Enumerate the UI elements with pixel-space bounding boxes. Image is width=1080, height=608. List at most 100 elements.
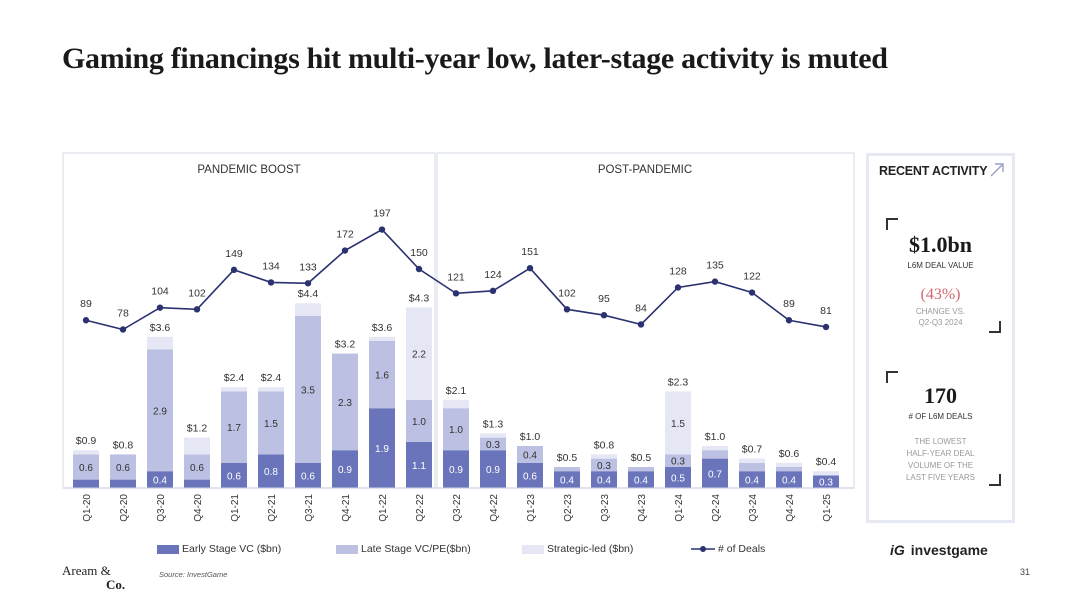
bar-strategic-Q3-22 bbox=[443, 399, 469, 409]
aream-logo-line2: Co. bbox=[106, 577, 126, 592]
bar-early-Q2-21 bbox=[258, 454, 284, 488]
x-tick-Q3-22: Q3-22 bbox=[452, 494, 463, 522]
deals-label-Q4-20: 102 bbox=[188, 287, 206, 299]
x-tick-Q1-21: Q1-21 bbox=[230, 494, 241, 522]
deals-point-Q3-24 bbox=[748, 289, 756, 296]
investgame-logo: iG investgame bbox=[890, 542, 988, 558]
bar-label-late-Q2-21: 1.5 bbox=[264, 419, 278, 430]
bar-label-early-Q4-24: 0.4 bbox=[782, 476, 796, 487]
bar-strategic-Q3-23 bbox=[591, 454, 617, 459]
bar-early-Q1-20 bbox=[73, 479, 99, 488]
page-number: 31 bbox=[1020, 567, 1031, 577]
deals-label-Q2-24: 135 bbox=[706, 260, 724, 272]
legend-late-stage: Late Stage VC/PE($bn) bbox=[336, 543, 471, 555]
deals-label-Q3-24: 122 bbox=[743, 271, 761, 283]
deals-label-Q1-23: 151 bbox=[521, 246, 539, 258]
bar-label-early-Q3-22: 0.9 bbox=[449, 465, 463, 476]
total-label-Q1-23: $1.0 bbox=[520, 431, 541, 443]
bar-label-late-Q4-22: 0.3 bbox=[486, 440, 500, 451]
deals-point-Q1-21 bbox=[230, 266, 238, 274]
x-tick-Q1-25: Q1-25 bbox=[822, 494, 833, 522]
bar-label-late-Q2-20: 0.6 bbox=[116, 463, 130, 474]
x-tick-Q1-24: Q1-24 bbox=[674, 494, 685, 522]
deals-label-Q4-24: 89 bbox=[783, 298, 795, 310]
bar-late-Q1-20 bbox=[73, 454, 99, 480]
bar-strategic-Q4-20 bbox=[184, 437, 210, 455]
total-label-Q1-21: $2.4 bbox=[224, 372, 245, 384]
deals-point-Q4-21 bbox=[341, 247, 349, 254]
deals-point-Q3-21 bbox=[304, 280, 312, 287]
deal-value-label: L6M DEAL VALUE bbox=[907, 261, 974, 270]
x-tick-Q1-22: Q1-22 bbox=[378, 494, 389, 522]
bar-late-Q1-21 bbox=[221, 391, 247, 463]
deals-point-Q3-20 bbox=[156, 304, 164, 311]
total-label-Q4-24: $0.6 bbox=[779, 448, 800, 460]
x-tick-Q2-23: Q2-23 bbox=[563, 494, 574, 522]
deals-label-Q1-20: 89 bbox=[80, 298, 92, 310]
bar-label-early-Q4-21: 0.9 bbox=[338, 465, 352, 476]
bar-early-Q4-22 bbox=[480, 450, 506, 488]
deals-label-Q2-22: 150 bbox=[410, 247, 428, 259]
bar-late-Q2-21 bbox=[258, 391, 284, 455]
bar-strategic-Q1-21 bbox=[221, 387, 247, 392]
bar-label-strategic-Q2-22: 2.2 bbox=[412, 350, 426, 361]
bar-label-late-Q3-20: 2.9 bbox=[153, 406, 167, 417]
bar-strategic-Q2-21 bbox=[258, 387, 284, 392]
panel-title: RECENT ACTIVITY bbox=[879, 164, 988, 178]
bar-late-Q1-22 bbox=[369, 341, 395, 409]
deals-label-Q2-20: 78 bbox=[117, 307, 129, 319]
deals-label-Q4-23: 84 bbox=[635, 302, 647, 314]
x-tick-Q2-21: Q2-21 bbox=[267, 494, 278, 522]
bar-late-Q4-23 bbox=[628, 467, 654, 472]
deals-label-Q3-21: 133 bbox=[299, 261, 317, 273]
x-tick-Q2-24: Q2-24 bbox=[711, 494, 722, 522]
bar-early-Q2-20 bbox=[110, 479, 136, 488]
x-tick-Q1-23: Q1-23 bbox=[526, 494, 537, 522]
total-label-Q4-20: $1.2 bbox=[187, 423, 208, 435]
deals-label-Q2-23: 102 bbox=[558, 287, 576, 299]
total-label-Q2-23: $0.5 bbox=[557, 452, 578, 464]
recent-activity-panel: RECENT ACTIVITY $1.0bn L6M DEAL VALUE (4… bbox=[866, 153, 1015, 523]
bar-late-Q4-22 bbox=[480, 437, 506, 451]
bar-label-late-Q1-23: 0.4 bbox=[523, 450, 537, 461]
bar-label-early-Q2-23: 0.4 bbox=[560, 476, 574, 487]
bar-label-strategic-Q1-24: 1.5 bbox=[671, 419, 685, 430]
bar-strategic-Q2-22 bbox=[406, 307, 432, 400]
total-label-Q3-21: $4.4 bbox=[298, 288, 319, 300]
bar-label-early-Q3-23: 0.4 bbox=[597, 476, 611, 487]
deals-point-Q1-20 bbox=[82, 317, 90, 324]
bar-label-early-Q1-21: 0.6 bbox=[227, 471, 241, 482]
bar-label-early-Q3-20: 0.4 bbox=[153, 476, 167, 487]
deals-point-Q3-23 bbox=[600, 312, 608, 319]
bar-strategic-Q3-20 bbox=[147, 336, 173, 350]
deal-value: $1.0bn bbox=[909, 232, 972, 257]
bracket-bottom-right-icon-2 bbox=[989, 474, 1001, 486]
x-tick-Q3-21: Q3-21 bbox=[304, 494, 315, 522]
bar-early-Q2-24 bbox=[702, 458, 728, 488]
deals-label-Q1-24: 128 bbox=[669, 265, 687, 277]
aream-logo-line1: Aream & bbox=[62, 563, 111, 578]
bar-late-Q2-23 bbox=[554, 467, 580, 472]
total-label-Q1-20: $0.9 bbox=[76, 435, 97, 447]
bar-label-early-Q4-22: 0.9 bbox=[486, 465, 500, 476]
bar-label-late-Q4-20: 0.6 bbox=[190, 463, 204, 474]
total-label-Q1-22: $3.6 bbox=[372, 322, 393, 334]
legend-swatch-late bbox=[336, 544, 358, 554]
note-line-2: HALF-YEAR DEAL bbox=[906, 449, 975, 458]
bar-early-Q2-23 bbox=[554, 471, 580, 488]
deal-count-label: # OF L6M DEALS bbox=[908, 412, 973, 421]
total-label-Q3-24: $0.7 bbox=[742, 444, 763, 456]
bar-label-early-Q1-25: 0.3 bbox=[819, 478, 833, 489]
note-line-4: LAST FIVE YEARS bbox=[905, 473, 976, 482]
deals-point-Q4-23 bbox=[637, 321, 645, 328]
deals-label-Q1-22: 197 bbox=[373, 208, 391, 220]
x-tick-Q1-20: Q1-20 bbox=[82, 494, 93, 522]
note-line-1: THE LOWEST bbox=[914, 437, 967, 446]
bar-label-late-Q2-22: 1.0 bbox=[412, 417, 426, 428]
total-label-Q4-23: $0.5 bbox=[631, 452, 652, 464]
legend-deals: # of Deals bbox=[690, 543, 765, 555]
bar-label-late-Q1-22: 1.6 bbox=[375, 371, 389, 382]
legend-swatch-strategic bbox=[522, 544, 544, 554]
bar-late-Q4-21 bbox=[332, 353, 358, 451]
legend-label-deals: # of Deals bbox=[718, 543, 766, 555]
